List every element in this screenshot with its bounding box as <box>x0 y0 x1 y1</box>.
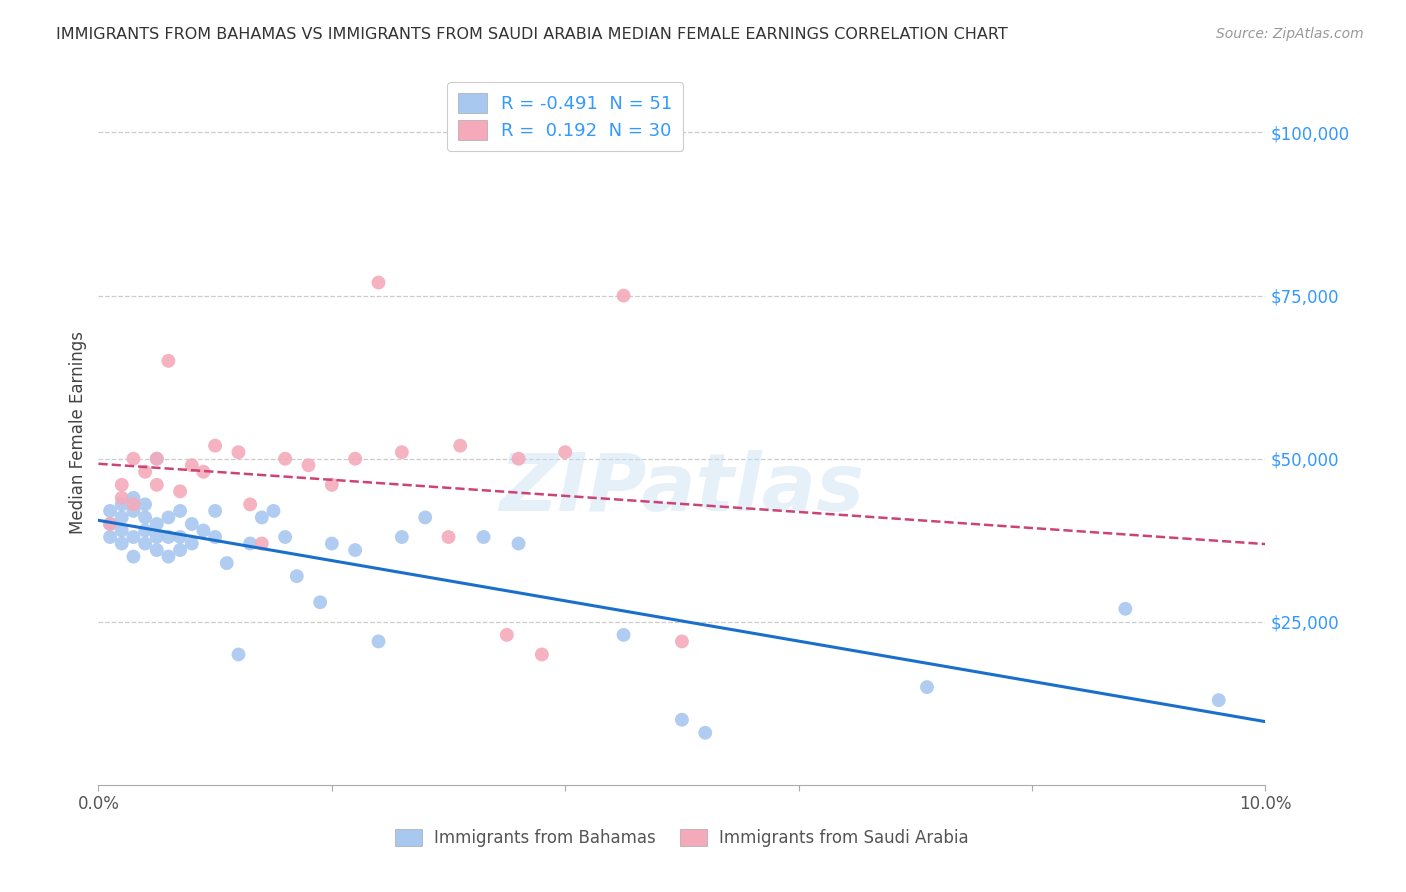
Point <box>437 530 460 544</box>
Point <box>612 288 634 302</box>
Point <box>321 536 343 550</box>
Point <box>344 451 367 466</box>
Point <box>204 504 226 518</box>
Point <box>508 451 530 466</box>
Point <box>157 549 180 564</box>
Point <box>193 465 215 479</box>
Point <box>496 628 519 642</box>
Point <box>169 543 191 558</box>
Point <box>111 536 134 550</box>
Point <box>180 536 202 550</box>
Point <box>309 595 332 609</box>
Point <box>122 491 145 505</box>
Point <box>111 510 134 524</box>
Point <box>134 497 156 511</box>
Point <box>146 451 169 466</box>
Point <box>472 530 495 544</box>
Point <box>239 497 262 511</box>
Point <box>321 478 343 492</box>
Point <box>180 458 202 473</box>
Point <box>1208 693 1230 707</box>
Point <box>122 504 145 518</box>
Point <box>285 569 308 583</box>
Point <box>146 543 169 558</box>
Point <box>915 680 938 694</box>
Point <box>146 530 169 544</box>
Point <box>612 628 634 642</box>
Point <box>367 276 389 290</box>
Point <box>413 510 436 524</box>
Point <box>111 524 134 538</box>
Point <box>530 648 553 662</box>
Point <box>134 536 156 550</box>
Point <box>250 510 273 524</box>
Point <box>695 725 717 739</box>
Point <box>111 497 134 511</box>
Point <box>228 648 250 662</box>
Point <box>297 458 319 473</box>
Point <box>98 516 121 531</box>
Text: IMMIGRANTS FROM BAHAMAS VS IMMIGRANTS FROM SAUDI ARABIA MEDIAN FEMALE EARNINGS C: IMMIGRANTS FROM BAHAMAS VS IMMIGRANTS FR… <box>56 27 1008 42</box>
Point <box>134 465 156 479</box>
Point <box>250 536 273 550</box>
Point <box>122 497 145 511</box>
Point <box>169 484 191 499</box>
Point <box>391 530 413 544</box>
Text: Source: ZipAtlas.com: Source: ZipAtlas.com <box>1216 27 1364 41</box>
Point <box>204 530 226 544</box>
Point <box>367 634 389 648</box>
Point <box>111 491 134 505</box>
Point <box>157 354 180 368</box>
Point <box>344 543 367 558</box>
Point <box>134 510 156 524</box>
Legend: Immigrants from Bahamas, Immigrants from Saudi Arabia: Immigrants from Bahamas, Immigrants from… <box>388 822 976 855</box>
Text: ZIPatlas: ZIPatlas <box>499 450 865 528</box>
Point <box>169 504 191 518</box>
Point <box>554 445 576 459</box>
Point <box>671 713 693 727</box>
Point <box>122 530 145 544</box>
Point <box>146 478 169 492</box>
Point <box>169 530 191 544</box>
Point <box>671 634 693 648</box>
Y-axis label: Median Female Earnings: Median Female Earnings <box>69 331 87 534</box>
Point <box>111 478 134 492</box>
Point <box>146 451 169 466</box>
Point <box>228 445 250 459</box>
Point <box>98 504 121 518</box>
Point <box>204 439 226 453</box>
Point <box>122 549 145 564</box>
Point <box>274 451 297 466</box>
Point <box>193 524 215 538</box>
Point <box>449 439 471 453</box>
Point <box>262 504 284 518</box>
Point <box>508 536 530 550</box>
Point <box>146 516 169 531</box>
Point <box>134 524 156 538</box>
Point <box>215 556 238 570</box>
Point <box>98 530 121 544</box>
Point <box>157 510 180 524</box>
Point <box>122 451 145 466</box>
Point <box>98 516 121 531</box>
Point <box>274 530 297 544</box>
Point <box>180 516 202 531</box>
Point <box>1114 601 1136 615</box>
Point <box>239 536 262 550</box>
Point <box>391 445 413 459</box>
Point <box>157 530 180 544</box>
